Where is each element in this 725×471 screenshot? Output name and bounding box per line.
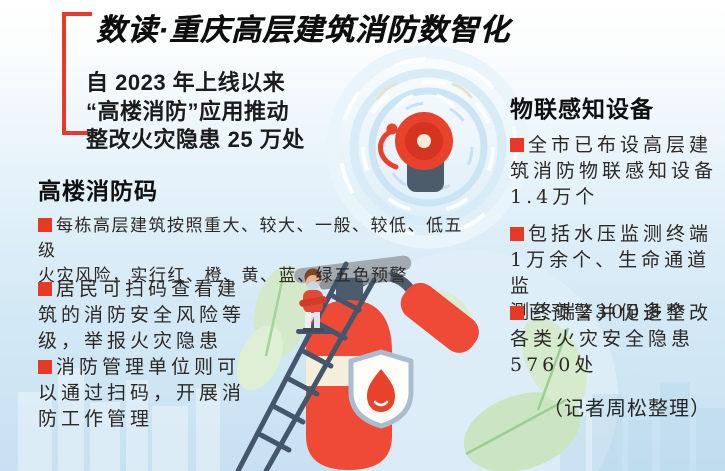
item-text: 居民可扫码查看建 — [56, 278, 241, 300]
bullet-square-icon — [38, 282, 52, 296]
bullet-square-icon — [38, 218, 52, 232]
fire-alarm-bell-icon — [376, 82, 473, 192]
item-text: 筑消防物联感知设备 — [510, 160, 718, 182]
list-item: 全市已布设高层建 筑消防物联感知设备 1.4万个 — [510, 132, 720, 210]
intro-line: “高楼消防”应用推动 — [86, 98, 290, 124]
leaf-icon-left — [237, 265, 311, 391]
bullet-square-icon — [38, 360, 52, 374]
item-text: 防工作管理 — [38, 408, 154, 430]
item-text: 火灾风险，实行红、橙、黄、蓝、绿五色预警 — [38, 266, 408, 286]
list-item: 居民可扫码查看建 筑的消防安全风险等 级，举报火灾隐患 — [38, 276, 268, 354]
reporter-credit: （记者周松整理） — [543, 398, 711, 420]
intro-line: 自 2023 年上线以来 — [86, 70, 286, 95]
list-item: 已预警并促进整改 各类火灾安全隐患 5760处 — [510, 300, 720, 378]
bullet-square-icon — [510, 227, 524, 241]
shield-flame-icon — [348, 349, 414, 429]
item-text: 各类火灾安全隐患 — [510, 328, 695, 350]
item-text: 筑的消防安全风险等 — [38, 304, 246, 326]
intro-line: 整改火灾隐患 25 万处 — [86, 127, 305, 152]
item-text: 全市已布设高层建 — [528, 134, 713, 156]
list-item: 包括水压监测终端 1万余个、生命通道监 测终端2300多个 — [510, 221, 725, 325]
section-heading-fire-code: 高楼消防码 — [38, 178, 158, 204]
item-text: 级，举报火灾隐患 — [38, 330, 223, 352]
bullet-square-icon — [510, 138, 524, 152]
person-with-mask-icon — [296, 268, 334, 334]
list-item: 消防管理单位则可 以通过扫码，开展消 防工作管理 — [38, 354, 268, 432]
item-text: 1万余个、生命通道监 — [510, 249, 711, 297]
item-text: 1.4万个 — [510, 186, 599, 208]
item-text: 测终端2300多个 — [510, 301, 690, 323]
item-text: 以通过扫码，开展消 — [38, 382, 246, 404]
list-item: 每栋高层建筑按照重大、较大、一般、较低、低五级 火灾风险，实行红、橙、黄、蓝、绿… — [38, 214, 468, 289]
item-text: 包括水压监测终端 — [528, 223, 713, 245]
item-text: 已预警并促进整改 — [528, 302, 713, 324]
bullet-square-icon — [510, 306, 524, 320]
city-skyline-icon — [18, 368, 725, 471]
page-title: 数读·重庆高层建筑消防数智化 — [96, 14, 510, 47]
item-text: 每栋高层建筑按照重大、较大、一般、较低、低五级 — [38, 216, 463, 261]
title-bracket — [62, 12, 92, 135]
item-text: 消防管理单位则可 — [56, 356, 241, 378]
item-text: 5760处 — [510, 354, 598, 376]
section-heading-iot-devices: 物联感知设备 — [510, 96, 654, 122]
intro-text: 自 2023 年上线以来 “高楼消防”应用推动 整改火灾隐患 25 万处 — [86, 69, 305, 155]
